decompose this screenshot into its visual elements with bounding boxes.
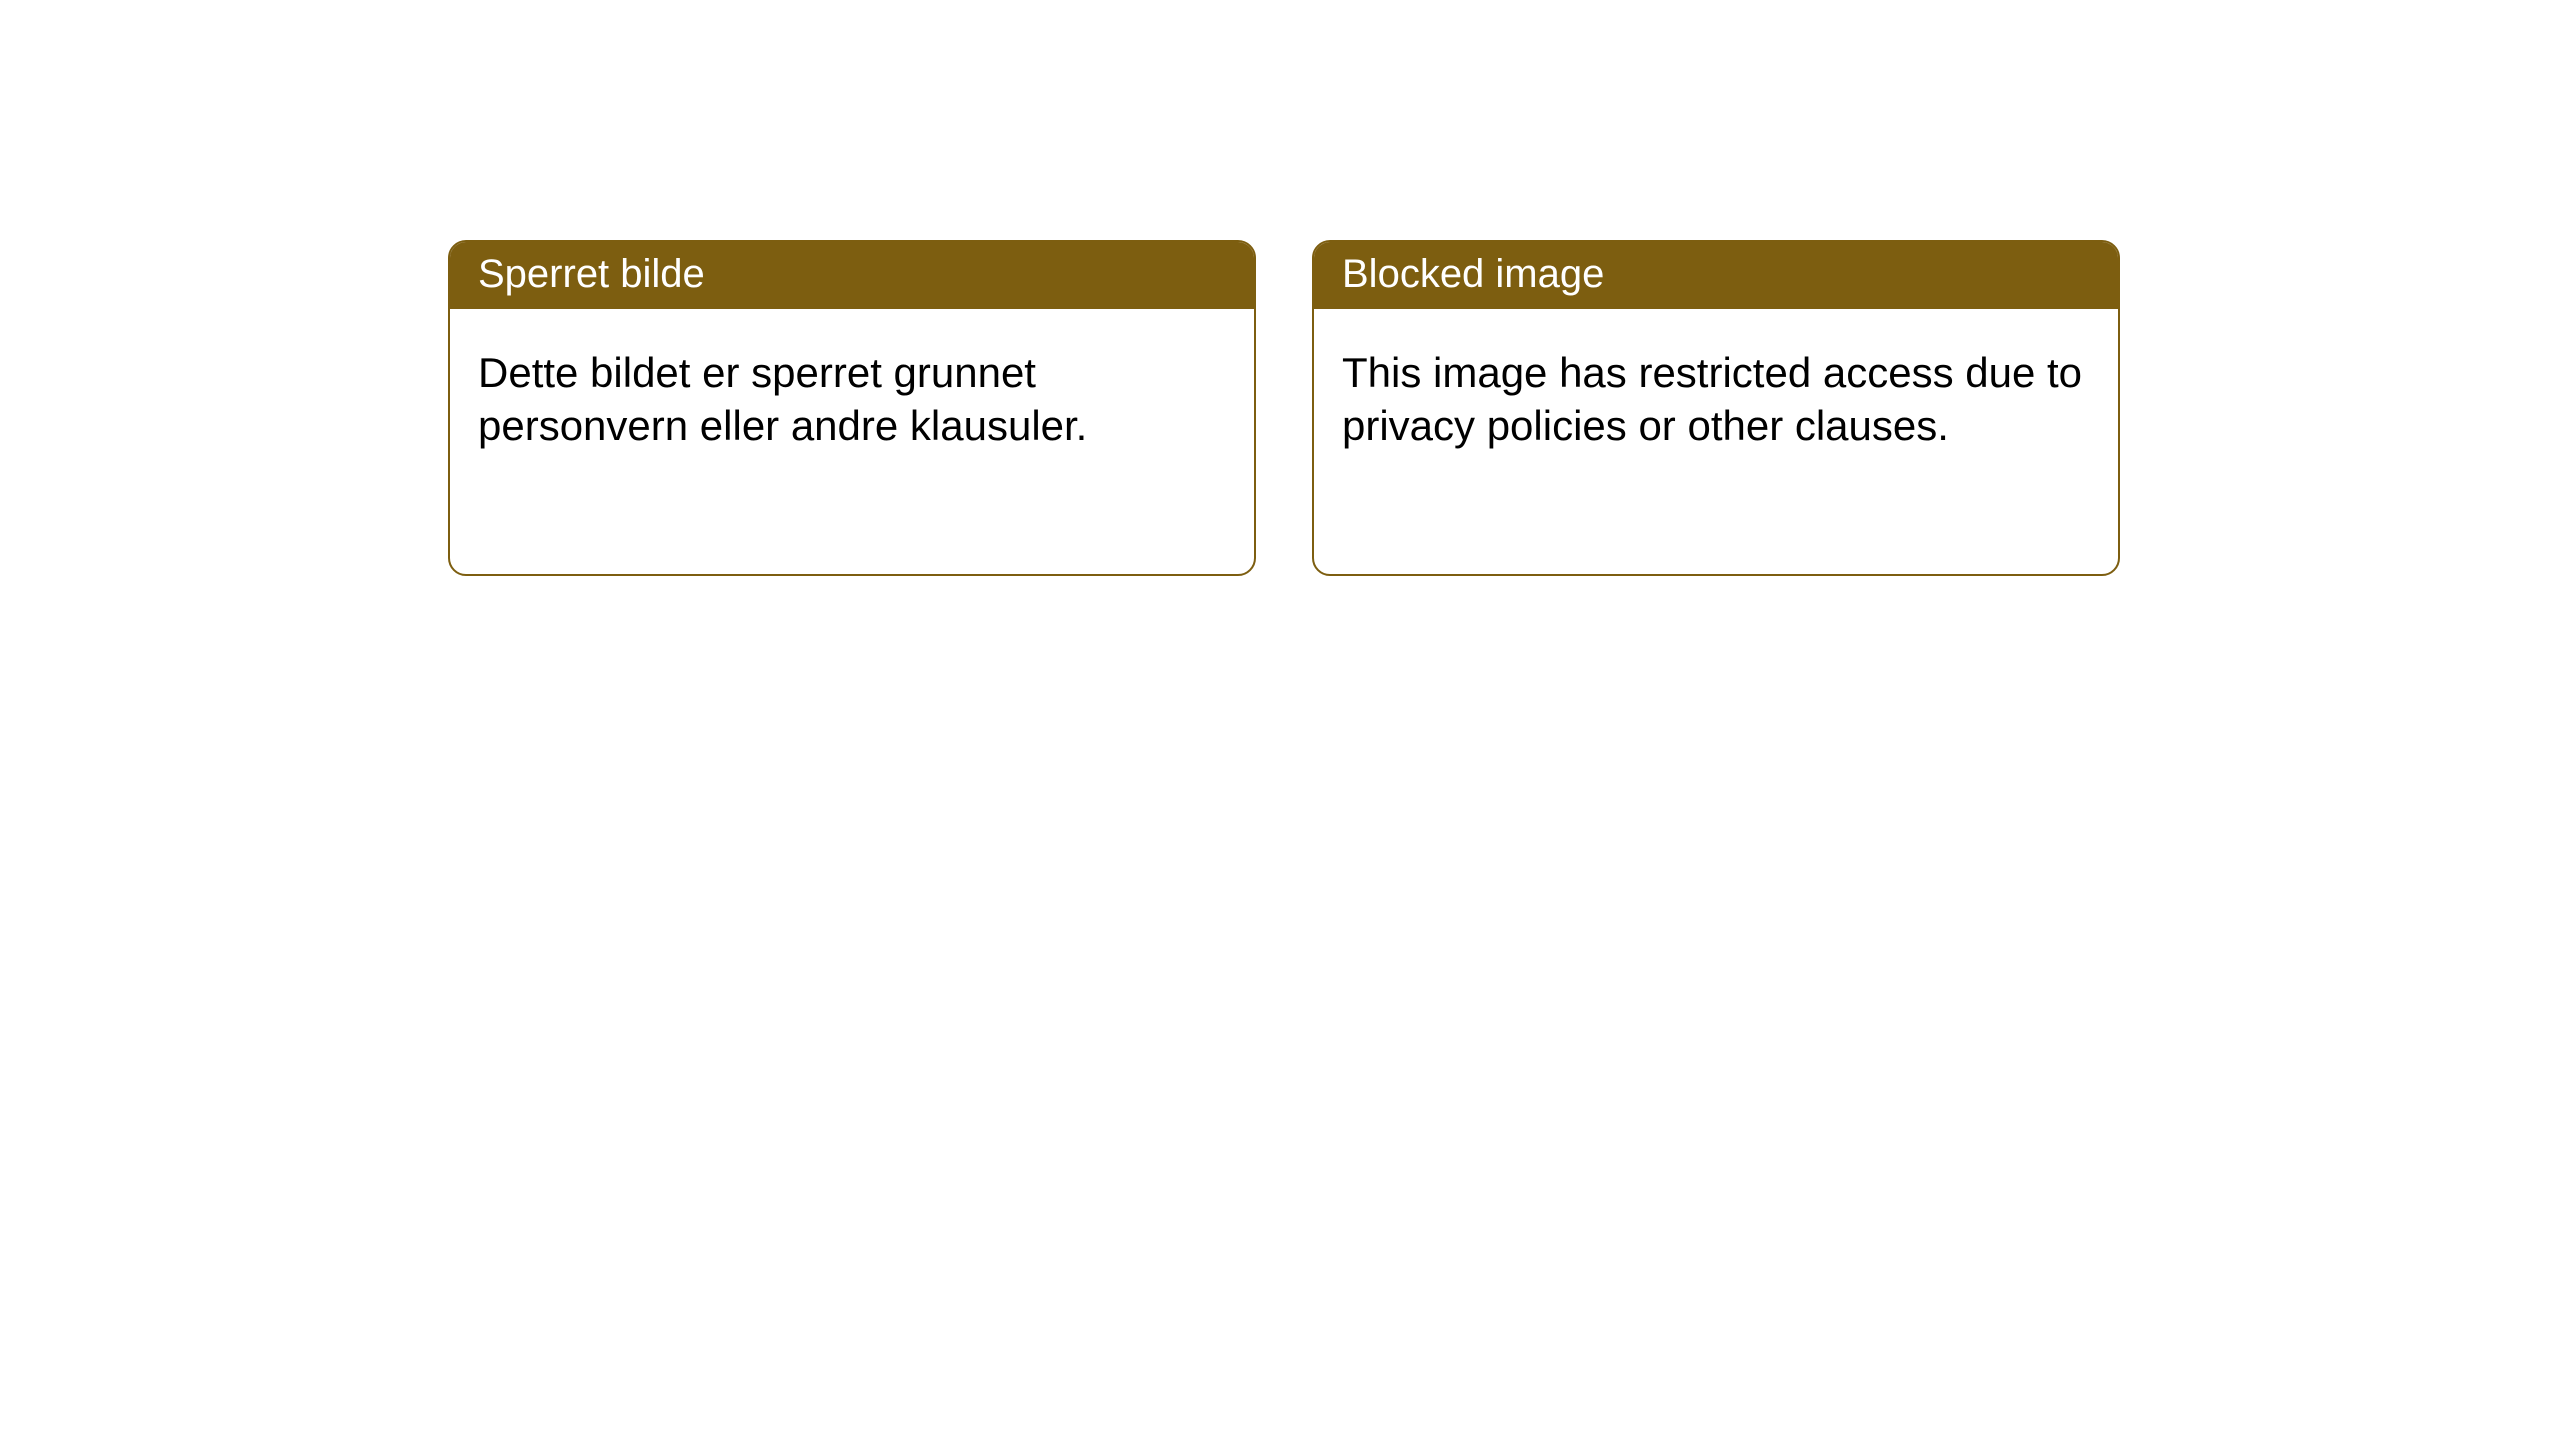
notice-box-norwegian: Sperret bilde Dette bildet er sperret gr… (448, 240, 1256, 576)
notice-box-english: Blocked image This image has restricted … (1312, 240, 2120, 576)
notice-body-english: This image has restricted access due to … (1314, 309, 2118, 480)
notice-title-english: Blocked image (1314, 242, 2118, 309)
notice-container: Sperret bilde Dette bildet er sperret gr… (0, 0, 2560, 576)
notice-body-norwegian: Dette bildet er sperret grunnet personve… (450, 309, 1254, 480)
notice-title-norwegian: Sperret bilde (450, 242, 1254, 309)
